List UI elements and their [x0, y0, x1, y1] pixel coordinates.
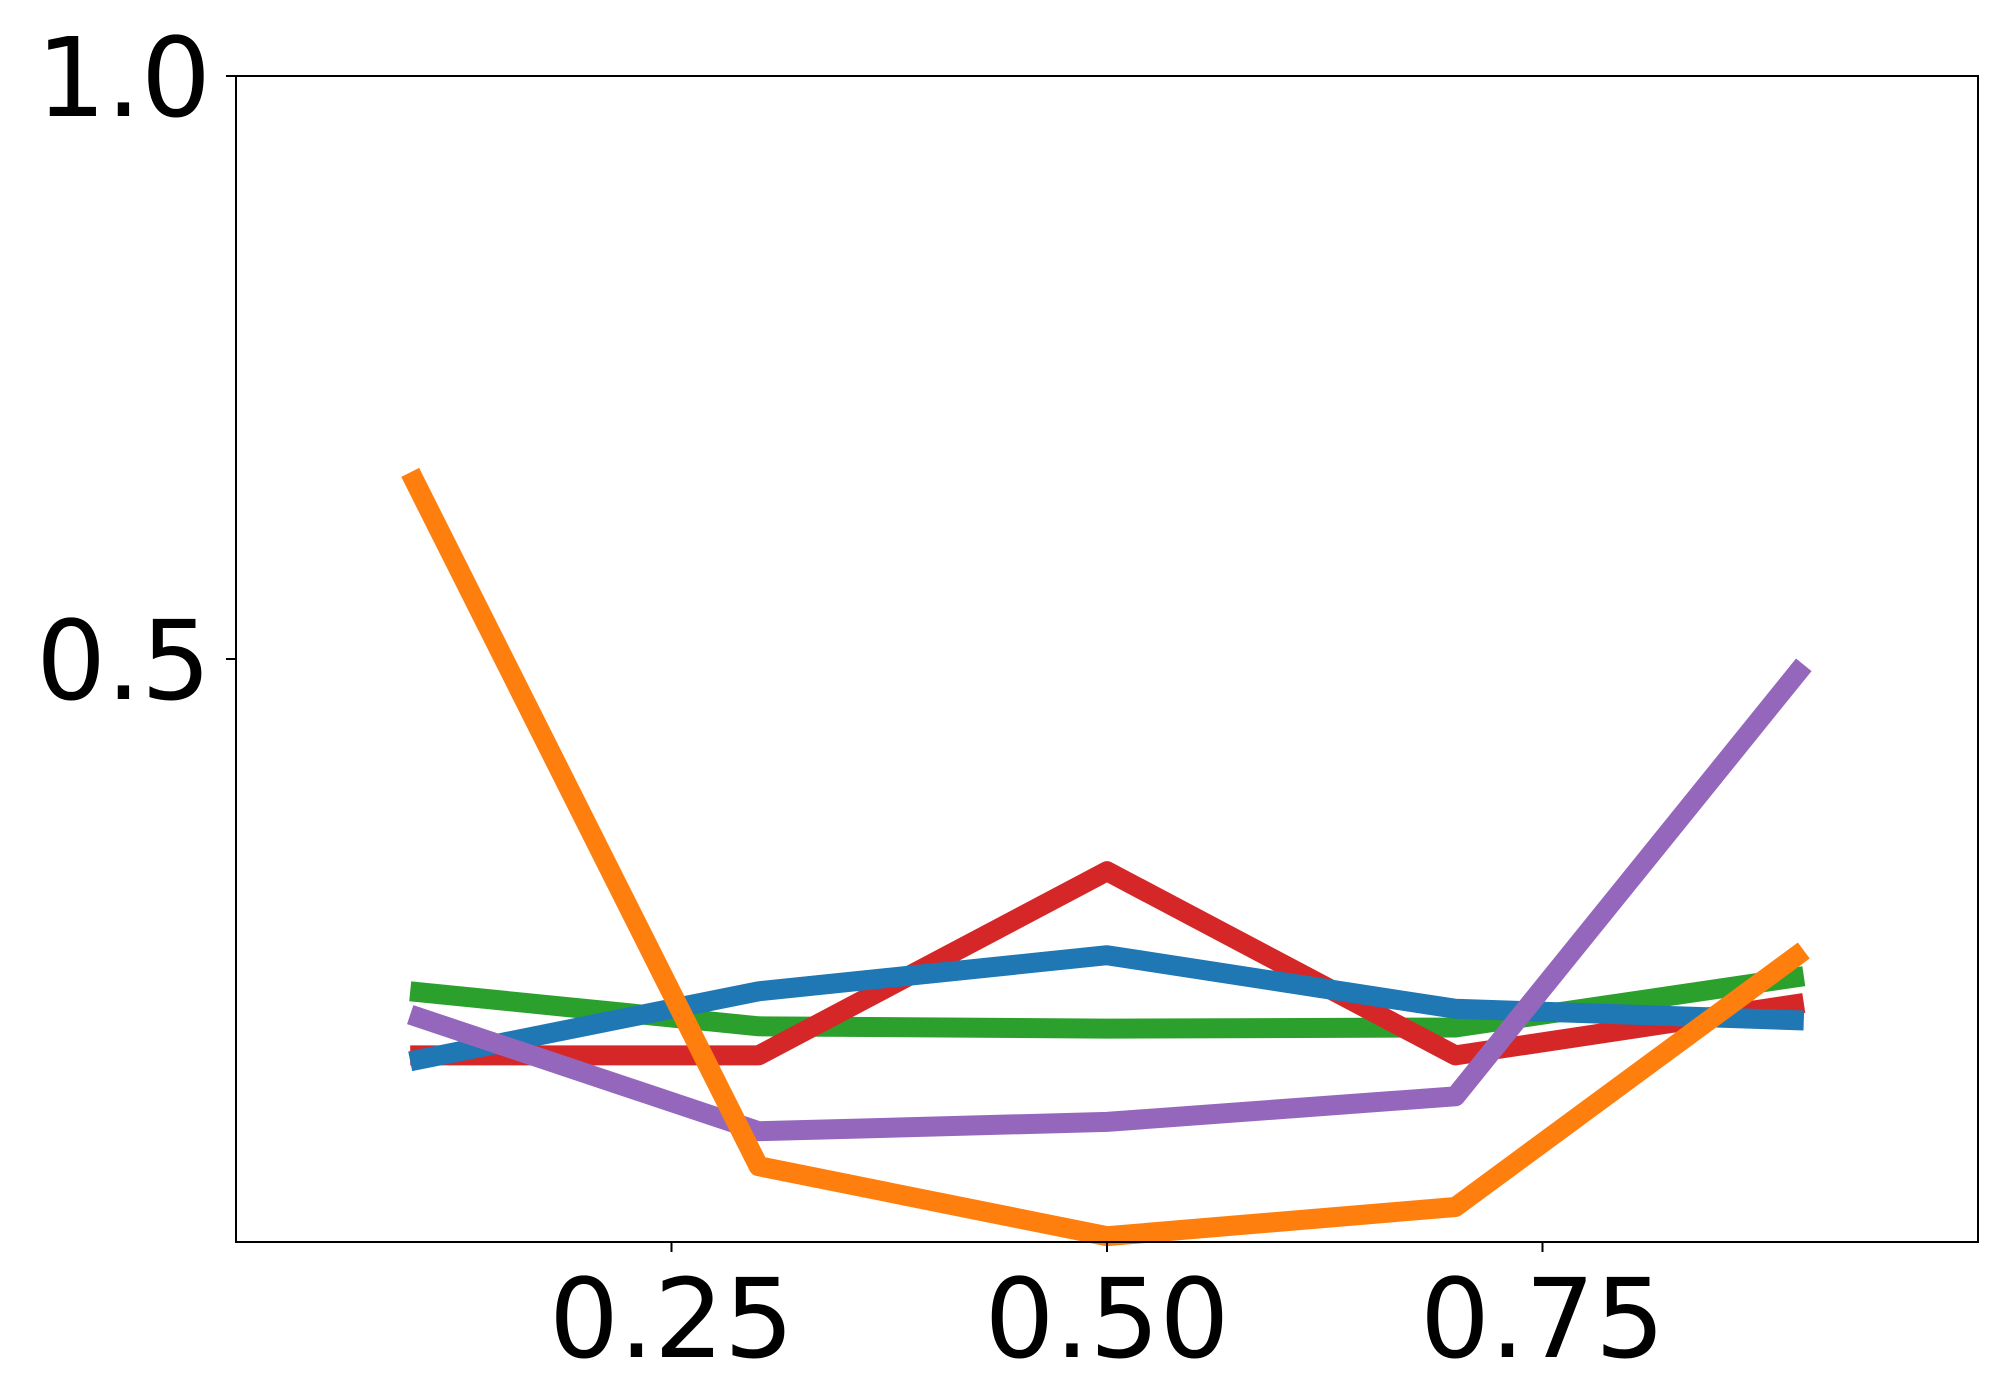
x-tick-label: 0.50 [985, 1255, 1230, 1383]
series-line-3 [408, 945, 1805, 1072]
axis-ticks: 0.25 0.50 0.75 0.5 1.0 [36, 14, 1665, 1383]
x-tick-label: 0.75 [1420, 1255, 1665, 1383]
series-line-2 [410, 861, 1806, 1066]
series-line-5 [401, 467, 1810, 1247]
series-line-4 [407, 658, 1812, 1142]
y-tick-label: 1.0 [36, 14, 211, 142]
x-tick-label: 0.25 [549, 1255, 794, 1383]
y-tick-label: 0.5 [36, 597, 211, 725]
series-lines [401, 467, 1812, 1247]
